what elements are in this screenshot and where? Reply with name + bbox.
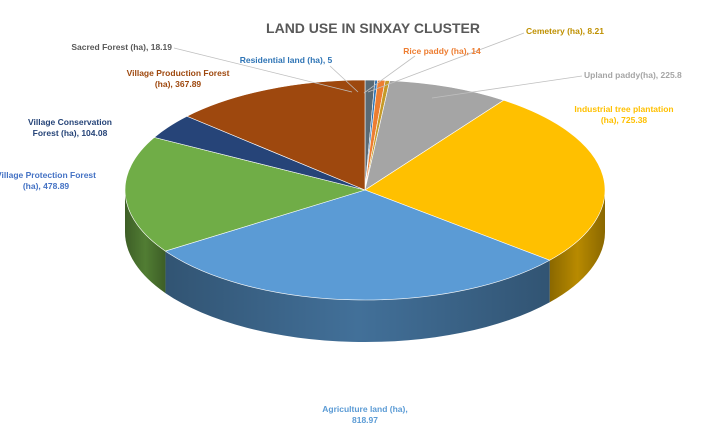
pie-side-shade-6 xyxy=(165,251,550,343)
leader-line-4 xyxy=(431,75,583,99)
pie-slice-4 xyxy=(364,80,505,191)
pie-side-shade-7 xyxy=(125,190,166,294)
data-label-7: Village Protection Forest (ha), 478.89 xyxy=(0,170,96,191)
data-label-5: Industrial tree plantation (ha), 725.38 xyxy=(574,104,673,125)
pie-slices xyxy=(124,79,606,301)
data-label-line-0-0: Sacred Forest (ha), 18.19 xyxy=(71,42,172,52)
data-label-2: Rice paddy (ha), 14 xyxy=(403,46,481,56)
data-label-line-9-1: (ha), 367.89 xyxy=(155,79,202,89)
leader-line-0 xyxy=(173,47,353,93)
pie-slice-9 xyxy=(186,79,366,191)
pie-sides xyxy=(125,190,605,343)
data-label-line-8-0: Village Conservation xyxy=(28,117,112,127)
data-label-line-7-1: (ha), 478.89 xyxy=(23,181,70,191)
data-label-line-3-0: Cemetery (ha), 8.21 xyxy=(526,26,604,36)
data-label-line-5-0: Industrial tree plantation xyxy=(574,104,673,114)
data-label-line-1-0: Residential land (ha), 5 xyxy=(240,55,333,65)
data-label-3: Cemetery (ha), 8.21 xyxy=(526,26,604,36)
data-label-line-8-1: Forest (ha), 104.08 xyxy=(33,128,108,138)
chart-title: LAND USE IN SINXAY CLUSTER xyxy=(266,20,480,36)
data-label-line-7-0: Village Protection Forest xyxy=(0,170,96,180)
data-label-9: Village Production Forest (ha), 367.89 xyxy=(127,68,230,89)
pie-slice-5 xyxy=(364,99,606,261)
data-label-line-6-1: 818.97 xyxy=(352,415,378,425)
data-label-4: Upland paddy(ha), 225.8 xyxy=(584,70,682,80)
data-label-8: Village Conservation Forest (ha), 104.08 xyxy=(28,117,112,138)
pie-slice-7 xyxy=(124,137,367,252)
leader-lines xyxy=(173,32,583,99)
data-label-line-2-0: Rice paddy (ha), 14 xyxy=(403,46,481,56)
data-labels: Sacred Forest (ha), 18.19 Residential lan… xyxy=(0,26,682,425)
data-label-line-6-0: Agriculture land (ha), xyxy=(322,404,407,414)
data-label-line-5-1: (ha), 725.38 xyxy=(601,115,648,125)
pie-side-shade-5 xyxy=(549,190,605,303)
leader-line-3 xyxy=(367,32,525,93)
data-label-1: Residential land (ha), 5 xyxy=(240,55,333,65)
data-label-line-4-0: Upland paddy(ha), 225.8 xyxy=(584,70,682,80)
data-label-6: Agriculture land (ha), 818.97 xyxy=(322,404,407,425)
leader-line-2 xyxy=(363,55,416,94)
data-label-0: Sacred Forest (ha), 18.19 xyxy=(71,42,172,52)
data-label-line-9-0: Village Production Forest xyxy=(127,68,230,78)
leader-line-1 xyxy=(329,65,359,93)
pie-slice-6 xyxy=(164,189,551,301)
